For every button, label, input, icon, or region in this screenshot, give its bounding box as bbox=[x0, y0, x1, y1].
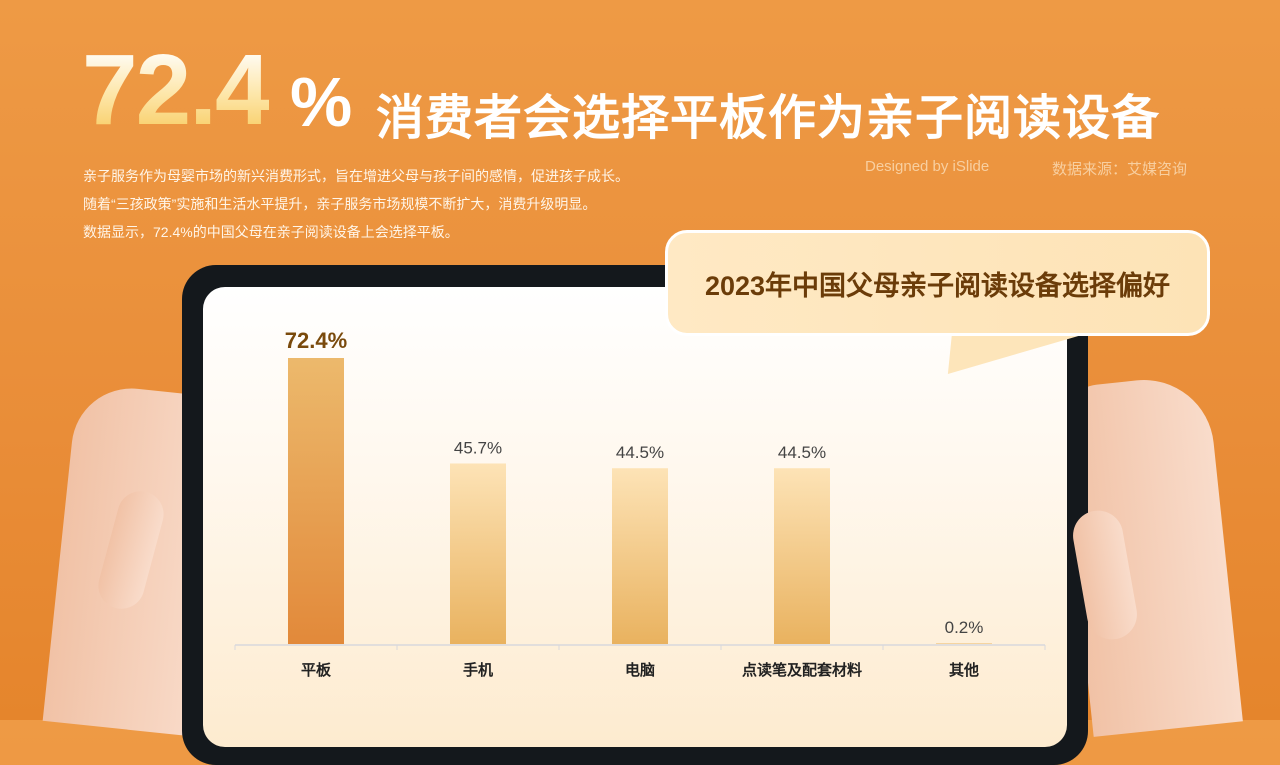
speech-bubble-tail bbox=[927, 332, 1093, 374]
data-label: 45.7% bbox=[454, 438, 502, 457]
headline-stat-percent: % bbox=[290, 63, 353, 141]
chart-title: 2023年中国父母亲子阅读设备选择偏好 bbox=[704, 270, 1171, 301]
page-title: 消费者会选择平板作为亲子阅读设备 bbox=[376, 92, 1161, 145]
description: 亲子服务作为母婴市场的新兴消费形式，旨在增进父母与孩子间的感情，促进孩子成长。 … bbox=[83, 162, 629, 246]
chart-title-bubble: 2023年中国父母亲子阅读设备选择偏好 bbox=[665, 230, 1210, 336]
headline-stat: 72.4 bbox=[82, 34, 271, 146]
data-label: 72.4% bbox=[285, 328, 347, 353]
description-line: 数据显示，72.4%的中国父母在亲子阅读设备上会选择平板。 bbox=[83, 224, 459, 240]
bar bbox=[288, 358, 344, 644]
category-label: 手机 bbox=[463, 661, 493, 679]
data-label: 44.5% bbox=[616, 443, 664, 462]
bar-chart: 72.4% 平板 45.7% 手机 44.5% 电脑 44.5% 点读笔及配套材料 0.2% 其他 bbox=[234, 328, 1046, 679]
category-label: 其他 bbox=[949, 661, 979, 679]
bar bbox=[936, 643, 992, 644]
data-source: 数据来源：艾媒咨询 bbox=[1052, 161, 1188, 178]
data-label: 0.2% bbox=[945, 618, 984, 637]
description-line: 随着“三孩政策”实施和生活水平提升，亲子服务市场规模不断扩大，消费升级明显。 bbox=[83, 196, 597, 212]
designer-credit: Designed by iSlide bbox=[865, 158, 990, 175]
bar bbox=[774, 468, 830, 644]
description-line: 亲子服务作为母婴市场的新兴消费形式，旨在增进父母与孩子间的感情，促进孩子成长。 bbox=[83, 168, 629, 184]
bar bbox=[450, 463, 506, 644]
data-label: 44.5% bbox=[778, 443, 826, 462]
category-label: 电脑 bbox=[625, 661, 655, 679]
category-label: 点读笔及配套材料 bbox=[742, 661, 862, 679]
category-label: 平板 bbox=[301, 661, 332, 679]
bar bbox=[612, 468, 668, 644]
